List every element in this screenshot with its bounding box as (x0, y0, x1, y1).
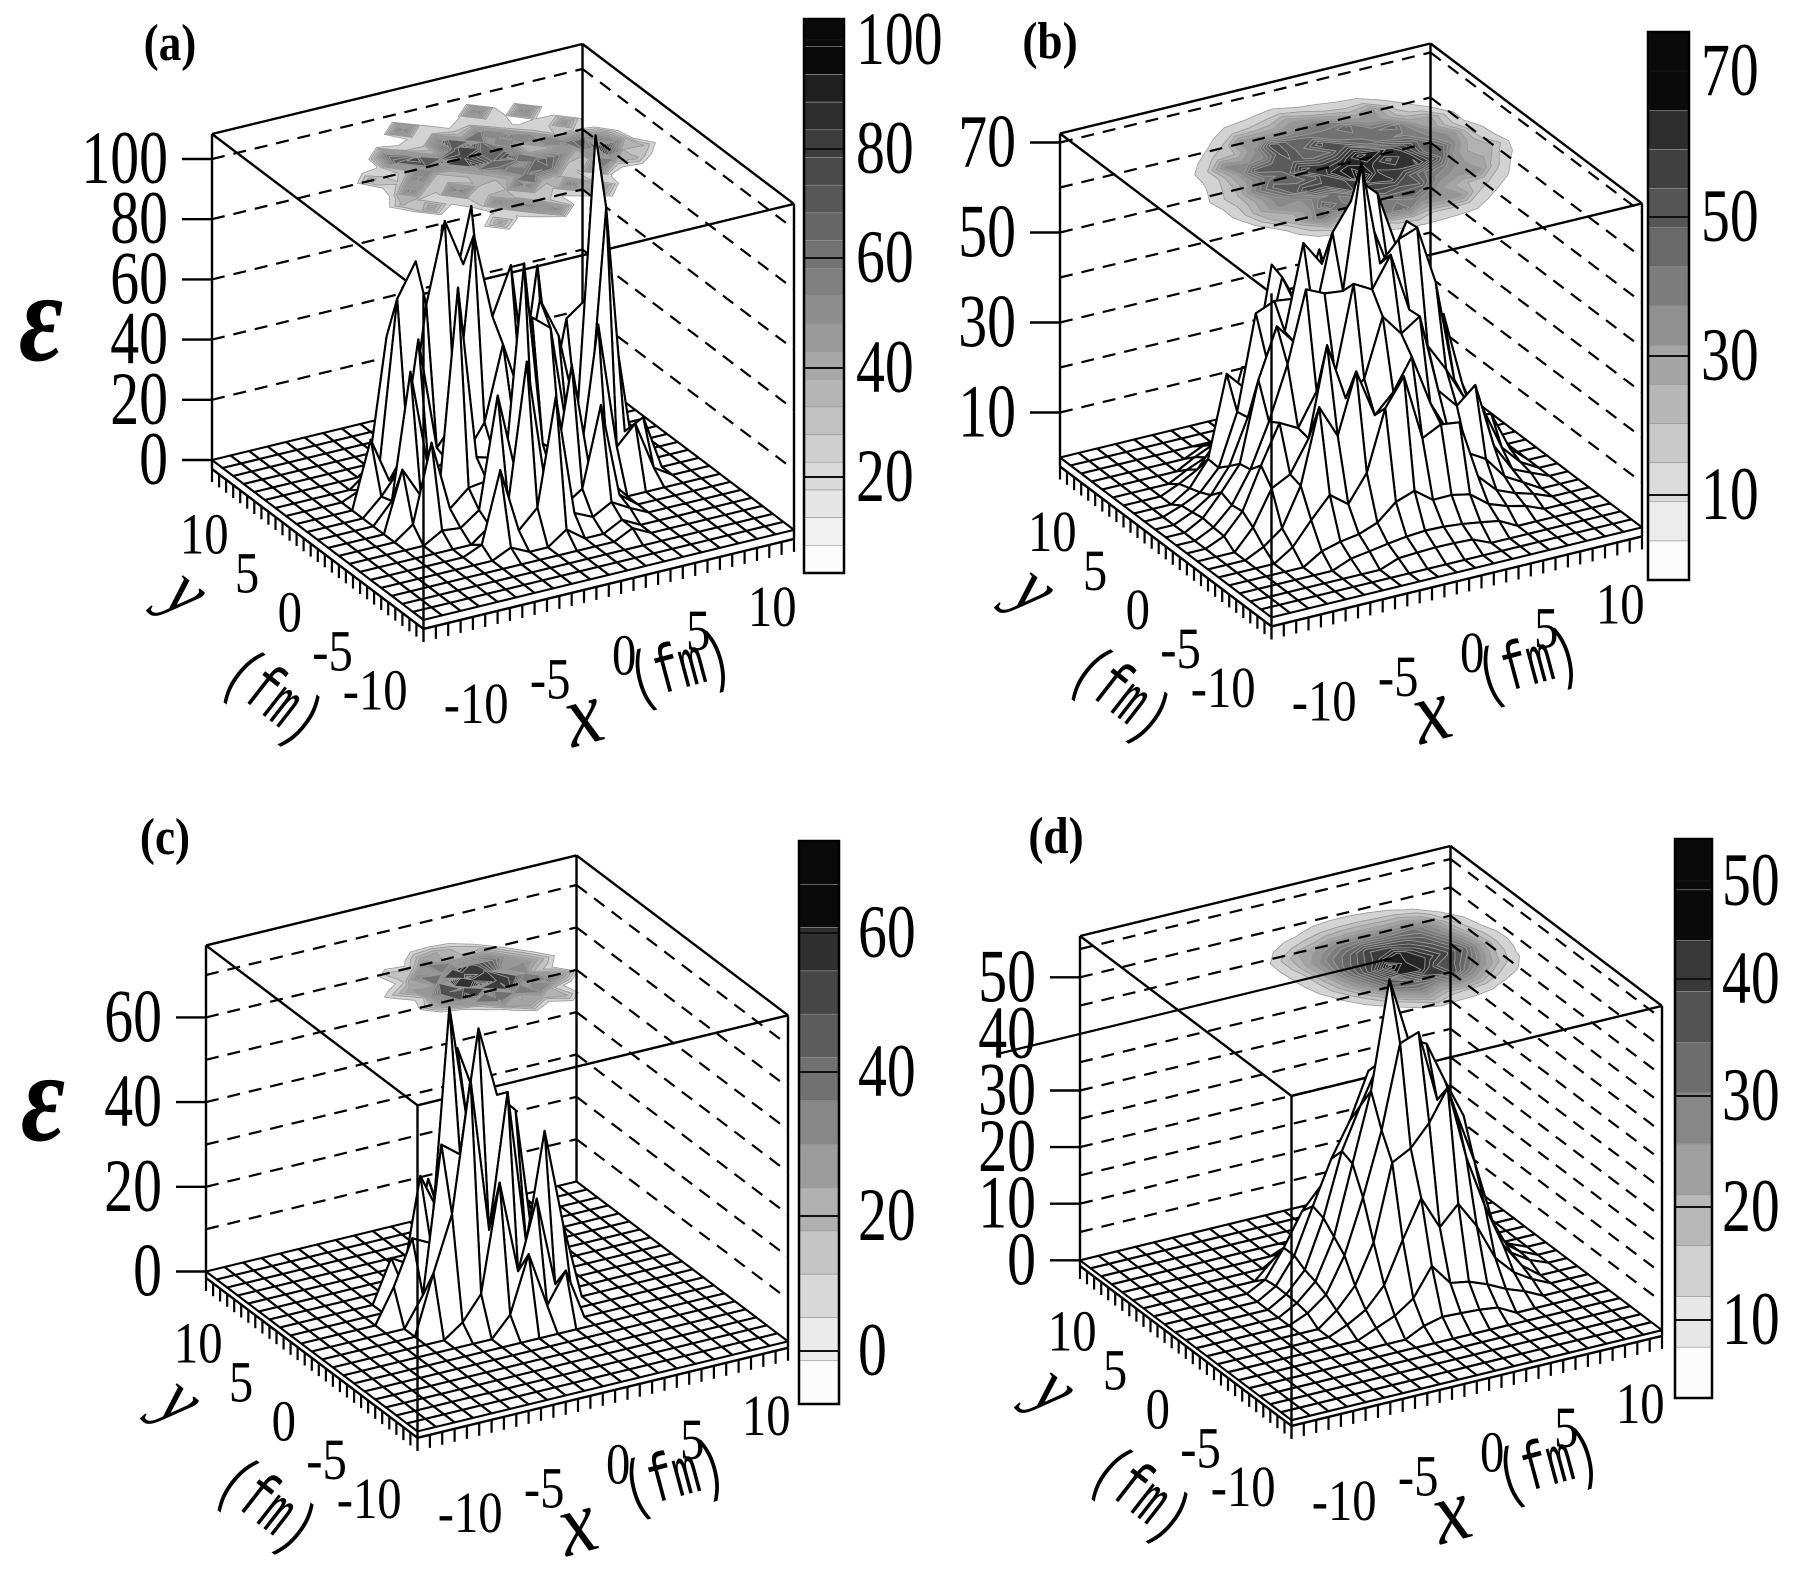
svg-text:20: 20 (1722, 1165, 1780, 1248)
svg-text:10: 10 (174, 1311, 223, 1376)
svg-text:10: 10 (1701, 453, 1759, 536)
svg-text:5: 5 (1554, 1395, 1578, 1460)
svg-text:-10: -10 (444, 671, 509, 736)
svg-text:50: 50 (1722, 839, 1780, 922)
svg-text:-10: -10 (1211, 1454, 1276, 1519)
svg-text:5: 5 (1534, 596, 1558, 661)
svg-text:-5: -5 (1398, 1444, 1439, 1509)
svg-text:10: 10 (1616, 1371, 1665, 1436)
svg-text:5: 5 (235, 541, 259, 606)
svg-text:-10: -10 (1312, 1468, 1377, 1533)
svg-text:30: 30 (978, 1048, 1036, 1131)
svg-text:30: 30 (1722, 1054, 1780, 1137)
svg-text:40: 40 (978, 992, 1036, 1075)
svg-text:5: 5 (229, 1349, 253, 1414)
svg-text:50: 50 (958, 190, 1016, 273)
svg-text:5: 5 (680, 1407, 704, 1472)
svg-text:10: 10 (1028, 499, 1077, 564)
svg-text:10: 10 (1722, 1278, 1780, 1361)
svg-text:ε: ε (21, 1026, 65, 1168)
svg-text:40: 40 (110, 297, 168, 380)
svg-text:80: 80 (856, 107, 914, 190)
svg-text:-10: -10 (438, 1480, 503, 1545)
svg-text:0: 0 (612, 622, 636, 687)
svg-text:(d): (d) (1028, 807, 1083, 865)
svg-text:10: 10 (958, 370, 1016, 453)
svg-text:10: 10 (1048, 1299, 1097, 1364)
svg-text:40: 40 (1722, 937, 1780, 1020)
svg-text:0: 0 (1480, 1419, 1504, 1484)
svg-text:0: 0 (1460, 620, 1484, 685)
svg-text:70: 70 (958, 100, 1016, 183)
svg-text:50: 50 (978, 935, 1036, 1018)
svg-text:10: 10 (742, 1383, 791, 1448)
svg-text:40: 40 (104, 1060, 162, 1143)
svg-text:-5: -5 (312, 618, 353, 683)
svg-text:0: 0 (1007, 1218, 1036, 1301)
svg-text:10: 10 (1596, 571, 1645, 636)
svg-text:80: 80 (110, 177, 168, 260)
svg-text:70: 70 (1701, 29, 1759, 112)
svg-text:0: 0 (133, 1229, 162, 1312)
svg-text:30: 30 (958, 280, 1016, 363)
svg-text:10: 10 (748, 574, 797, 639)
svg-text:-10: -10 (337, 1466, 402, 1531)
svg-text:20: 20 (104, 1145, 162, 1228)
svg-text:40: 40 (856, 326, 914, 409)
svg-text:(a): (a) (144, 14, 197, 72)
svg-text:0: 0 (1126, 577, 1150, 642)
svg-text:-5: -5 (1378, 644, 1419, 709)
svg-text:10: 10 (180, 502, 229, 567)
svg-text:30: 30 (1701, 314, 1759, 397)
svg-text:-10: -10 (343, 657, 408, 722)
svg-text:20: 20 (858, 1174, 916, 1257)
svg-text:0: 0 (858, 1309, 887, 1392)
svg-text:-5: -5 (1180, 1415, 1221, 1480)
svg-text:-10: -10 (1292, 668, 1357, 733)
svg-text:(b): (b) (1022, 12, 1077, 70)
svg-text:50: 50 (1701, 175, 1759, 258)
svg-text:-5: -5 (524, 1456, 565, 1521)
svg-text:20: 20 (978, 1105, 1036, 1188)
svg-text:-10: -10 (1191, 655, 1256, 720)
svg-text:10: 10 (978, 1162, 1036, 1245)
svg-text:60: 60 (104, 975, 162, 1058)
svg-text:(c): (c) (140, 808, 190, 866)
svg-text:-5: -5 (1160, 616, 1201, 681)
svg-text:60: 60 (110, 237, 168, 320)
svg-text:5: 5 (1103, 1338, 1127, 1403)
svg-text:ε: ε (19, 246, 63, 388)
svg-text:60: 60 (858, 891, 916, 974)
svg-text:0: 0 (1146, 1376, 1170, 1441)
svg-text:-5: -5 (530, 647, 571, 712)
svg-text:0: 0 (278, 580, 302, 645)
svg-text:100: 100 (856, 0, 943, 81)
svg-text:60: 60 (856, 216, 914, 299)
svg-text:100: 100 (81, 117, 168, 200)
svg-text:5: 5 (1083, 538, 1107, 603)
svg-text:40: 40 (858, 1030, 916, 1113)
svg-text:0: 0 (272, 1388, 296, 1453)
svg-text:0: 0 (139, 418, 168, 501)
svg-text:-5: -5 (306, 1427, 347, 1492)
svg-text:5: 5 (686, 598, 710, 663)
svg-text:20: 20 (110, 358, 168, 441)
svg-text:0: 0 (606, 1431, 630, 1496)
svg-text:20: 20 (856, 435, 914, 518)
